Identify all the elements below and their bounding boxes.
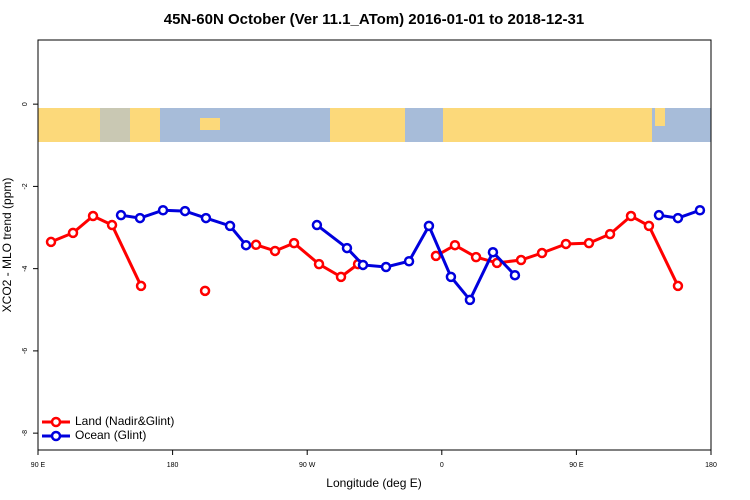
data-point (311, 219, 323, 231)
data-point (224, 220, 236, 232)
data-point (135, 280, 147, 292)
data-point (45, 236, 57, 248)
legend-label: Ocean (Glint) (75, 428, 146, 442)
data-point (449, 239, 461, 251)
data-point (604, 228, 616, 240)
data-point (430, 250, 442, 262)
legend-marker (50, 430, 62, 442)
data-point (509, 269, 521, 281)
data-point (694, 205, 706, 216)
y-tick-label: -6 (22, 348, 29, 354)
data-point (672, 212, 684, 224)
y-tick-label: 0 (22, 102, 29, 106)
data-point (470, 251, 482, 263)
plot-frame (37, 39, 712, 451)
data-point (250, 239, 262, 251)
data-point (380, 261, 392, 273)
data-point (625, 210, 637, 222)
data-point (288, 237, 300, 249)
map-strip (38, 108, 711, 142)
data-point (313, 258, 325, 270)
data-point (491, 257, 503, 269)
x-tick-label: 90 E (569, 462, 584, 469)
chart-title: 45N-60N October (Ver 11.1_ATom) 2016-01-… (164, 11, 584, 28)
data-point (269, 245, 281, 257)
y-tick-label: -4 (22, 265, 29, 271)
data-point (536, 247, 548, 259)
data-point (335, 271, 347, 283)
x-tick-label: 90 E (31, 462, 46, 469)
data-point (672, 280, 684, 292)
data-point (464, 294, 476, 306)
y-tick-label: -2 (22, 183, 29, 189)
data-point (643, 220, 655, 232)
data-point (560, 238, 572, 250)
x-tick-label: 180 (705, 462, 717, 469)
data-point (157, 205, 169, 216)
legend-marker (50, 416, 62, 428)
data-point (134, 212, 146, 224)
data-point (240, 239, 252, 251)
data-point (653, 209, 665, 221)
data-point (106, 219, 118, 231)
x-axis-label: Longitude (deg E) (326, 476, 421, 490)
data-point (87, 210, 99, 222)
data-point (357, 259, 369, 271)
data-point (199, 285, 211, 297)
legend-label: Land (Nadir&Glint) (75, 414, 174, 428)
data-point (445, 271, 457, 283)
data-point (341, 242, 353, 254)
series-line (50, 214, 680, 287)
data-point (515, 254, 527, 266)
data-point (583, 237, 595, 249)
data-point (179, 205, 191, 217)
data-point (115, 209, 127, 221)
data-point (423, 220, 435, 232)
data-point (67, 227, 79, 239)
y-axis-label: XCO2 - MLO trend (ppm) (0, 178, 14, 313)
data-point (487, 246, 499, 258)
y-tick-label: -8 (22, 430, 29, 436)
data-point (403, 255, 415, 267)
x-tick-label: 90 W (299, 462, 316, 469)
x-tick-label: 180 (167, 462, 179, 469)
data-point (200, 212, 212, 224)
x-tick-label: 0 (440, 462, 444, 469)
